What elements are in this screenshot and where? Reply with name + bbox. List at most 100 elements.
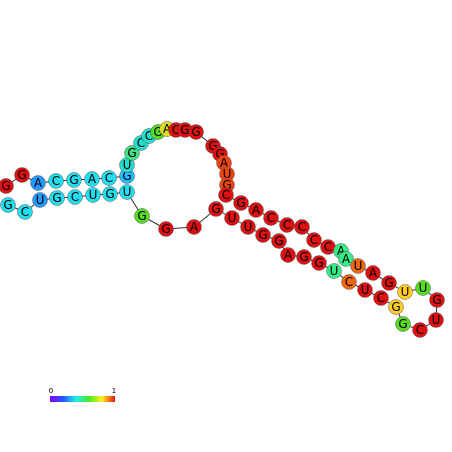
nucleotide bbox=[397, 284, 413, 300]
nucleotide bbox=[208, 201, 224, 217]
nucleotide-label: U bbox=[419, 281, 428, 295]
nucleotide bbox=[32, 192, 48, 208]
nucleotide-label: A bbox=[342, 252, 351, 266]
nucleotide bbox=[0, 197, 16, 213]
nucleotide-label: U bbox=[223, 167, 232, 181]
nucleotide-label: G bbox=[137, 209, 146, 223]
nucleotide bbox=[357, 282, 373, 298]
nucleotide bbox=[341, 274, 357, 290]
nucleotide bbox=[373, 290, 389, 306]
nucleotide bbox=[102, 186, 118, 202]
nucleotide-label: G bbox=[398, 317, 407, 331]
nucleotide bbox=[30, 175, 46, 191]
nucleotide bbox=[14, 167, 30, 183]
color-scale bbox=[50, 396, 115, 402]
nucleotide-label: U bbox=[123, 158, 132, 172]
nucleotide bbox=[84, 171, 100, 187]
nucleotide-label: G bbox=[432, 293, 441, 307]
nucleotide-label: G bbox=[122, 169, 131, 183]
nucleotide bbox=[101, 170, 117, 186]
nucleotide-label: C bbox=[71, 190, 79, 204]
nucleotide-label: G bbox=[384, 276, 393, 290]
nucleotide-label: A bbox=[220, 156, 229, 170]
nucleotide-label: G bbox=[191, 125, 200, 139]
nucleotide bbox=[306, 232, 322, 248]
nucleotide bbox=[294, 219, 310, 235]
nucleotide-label: G bbox=[1, 179, 10, 193]
nucleotide-label: C bbox=[222, 188, 230, 202]
nucleotide-label: A bbox=[369, 266, 378, 280]
nucleotide bbox=[158, 221, 174, 237]
nucleotide bbox=[186, 219, 202, 235]
nucleotide bbox=[124, 145, 140, 161]
nucleotide bbox=[296, 249, 312, 265]
nucleotide bbox=[412, 322, 428, 338]
nucleotide bbox=[255, 227, 271, 243]
nucleotide bbox=[263, 210, 279, 226]
nucleotide bbox=[429, 292, 445, 308]
nucleotide-label: G bbox=[391, 300, 400, 314]
nucleotide bbox=[395, 316, 411, 332]
nucleotide-label: G bbox=[211, 202, 220, 216]
nucleotide-label: A bbox=[337, 244, 346, 258]
nucleotide-label: U bbox=[354, 259, 363, 273]
nucleotide-label: G bbox=[208, 139, 217, 153]
nucleotide-label: C bbox=[298, 220, 306, 234]
nucleotide-label: U bbox=[36, 193, 45, 207]
nucleotide bbox=[224, 210, 240, 226]
nucleotide-label: A bbox=[163, 122, 172, 136]
nucleotide-label: U bbox=[401, 285, 410, 299]
nucleotide-label: G bbox=[258, 228, 267, 242]
nucleotide-label: U bbox=[89, 188, 98, 202]
nucleotide-label: U bbox=[228, 211, 237, 225]
nucleotide-label: C bbox=[377, 291, 385, 305]
nucleotide-label: G bbox=[222, 178, 231, 192]
nucleotide bbox=[188, 124, 204, 140]
nucleotide-label: G bbox=[3, 198, 12, 212]
nucleotide-label: C bbox=[137, 136, 145, 150]
nucleotide bbox=[0, 178, 14, 194]
nucleotide-label: G bbox=[127, 146, 136, 160]
nucleotide-label: G bbox=[215, 147, 224, 161]
nucleotide bbox=[67, 189, 83, 205]
nucleotide bbox=[381, 275, 397, 291]
nucleotide-label: A bbox=[252, 203, 261, 217]
nucleotide-label: A bbox=[88, 172, 97, 186]
scale-min-label: 0 bbox=[49, 387, 53, 395]
nucleotide-label: G bbox=[161, 222, 170, 236]
nucleotide-label: G bbox=[314, 256, 323, 270]
nucleotide bbox=[134, 208, 150, 224]
nucleotide bbox=[218, 187, 234, 203]
nucleotide-label: G bbox=[153, 125, 162, 139]
nucleotide-label: U bbox=[123, 185, 132, 199]
nucleotide-label: G bbox=[236, 196, 245, 210]
nucleotide-label: G bbox=[274, 234, 283, 248]
nucleotide bbox=[428, 312, 444, 328]
nucleotide bbox=[279, 217, 295, 233]
nucleotide-label: U bbox=[432, 313, 441, 327]
nucleotide bbox=[350, 258, 366, 274]
nucleotide-label: G bbox=[52, 191, 61, 205]
nucleotide bbox=[48, 173, 64, 189]
nucleotide-label: G bbox=[105, 187, 114, 201]
nucleotide-label: U bbox=[330, 264, 339, 278]
nucleotide bbox=[338, 251, 354, 267]
nucleotide-label: A bbox=[190, 220, 199, 234]
nucleotide bbox=[233, 195, 249, 211]
nucleotide-label: G bbox=[69, 173, 78, 187]
nucleotide-label: A bbox=[34, 176, 43, 190]
nucleotide-label: C bbox=[21, 205, 29, 219]
nucleotide-label: G bbox=[17, 168, 26, 182]
nucleotide-label: C bbox=[172, 123, 180, 137]
nucleotide-label: U bbox=[361, 283, 370, 297]
nucleotide-label: C bbox=[345, 275, 353, 289]
nucleotide bbox=[49, 190, 65, 206]
nucleotide-label: C bbox=[105, 171, 113, 185]
nucleotide bbox=[248, 202, 264, 218]
nucleotide-label: C bbox=[52, 174, 60, 188]
nucleotide bbox=[240, 219, 256, 235]
nucleotide bbox=[365, 265, 381, 281]
scale-max-label: 1 bbox=[112, 387, 116, 395]
